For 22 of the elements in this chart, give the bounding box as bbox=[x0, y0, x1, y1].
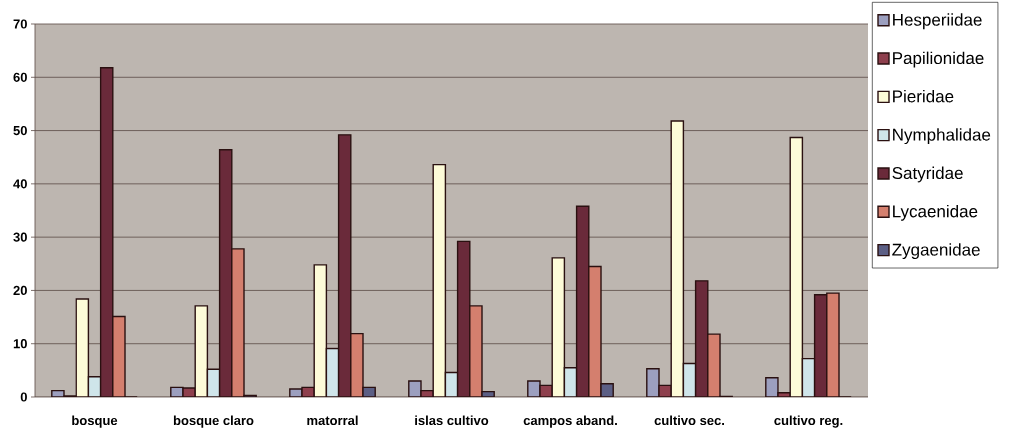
y-tick-label: 40 bbox=[13, 179, 27, 189]
legend-label: Papilionidae bbox=[893, 51, 984, 68]
legend-label: Hesperiidae bbox=[893, 13, 982, 30]
x-tick-label: bosque claro bbox=[173, 415, 254, 428]
legend-label: Lycaenidae bbox=[893, 204, 978, 221]
y-tick-label: 10 bbox=[13, 339, 27, 349]
x-tick-label: cultivo reg. bbox=[774, 415, 843, 428]
legend-label: Pieridae bbox=[893, 89, 954, 103]
x-tick-label: cultivo sec. bbox=[654, 415, 724, 426]
y-tick-label: 60 bbox=[13, 72, 27, 82]
y-tick-label: 30 bbox=[13, 232, 27, 242]
y-tick-label: 20 bbox=[13, 285, 27, 296]
legend-label: Nymphalidae bbox=[893, 128, 991, 145]
y-tick-label: 70 bbox=[13, 19, 27, 29]
legend-label: Satyridae bbox=[892, 166, 963, 183]
x-tick-label: campos aband. bbox=[523, 415, 617, 428]
x-tick-label: islas cultivo bbox=[415, 415, 489, 426]
y-tick-label: 50 bbox=[13, 125, 27, 136]
x-tick-label: bosque bbox=[72, 415, 118, 428]
y-tick-label: 0 bbox=[20, 392, 27, 402]
legend-label: Zygaenidae bbox=[892, 243, 980, 260]
x-tick-label: matorral bbox=[307, 415, 358, 426]
